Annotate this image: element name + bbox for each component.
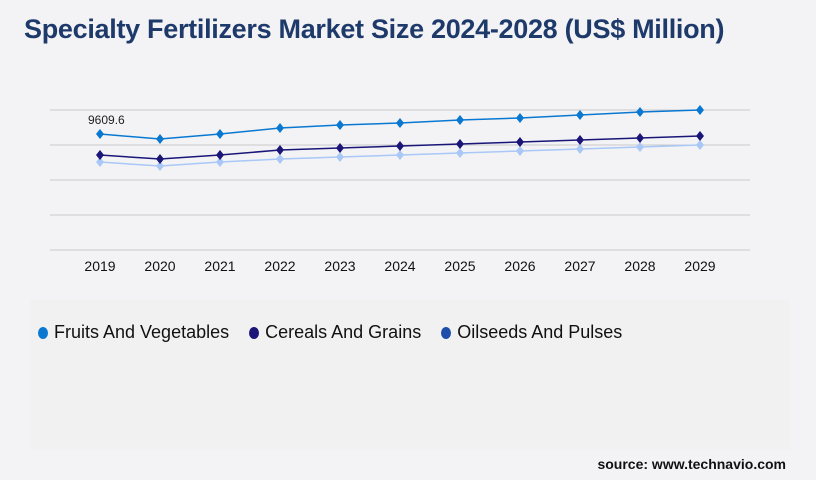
data-point [456, 115, 464, 126]
data-point [516, 146, 524, 157]
data-point [156, 154, 164, 165]
data-point [216, 129, 224, 140]
legend-marker-icon [38, 326, 48, 339]
x-tick-label: 2028 [624, 258, 655, 274]
data-point [336, 120, 344, 131]
data-point [96, 129, 104, 140]
data-point [456, 148, 464, 159]
data-point [396, 141, 404, 152]
data-point [276, 145, 284, 156]
data-point [636, 142, 644, 153]
source-note: source: www.technavio.com [597, 456, 786, 472]
data-label: 9609.6 [88, 113, 125, 127]
data-point [516, 113, 524, 124]
x-tick-label: 2023 [324, 258, 355, 274]
x-tick-label: 2024 [384, 258, 415, 274]
x-tick-label: 2026 [504, 258, 535, 274]
data-point [396, 118, 404, 129]
data-point [156, 161, 164, 172]
x-tick-label: 2022 [264, 258, 295, 274]
data-point [276, 154, 284, 165]
x-tick-label: 2021 [204, 258, 235, 274]
chart-title: Specialty Fertilizers Market Size 2024-2… [24, 14, 725, 44]
x-tick-label: 2020 [144, 258, 175, 274]
line-chart: 2019 2020 2021 2022 2023 2024 2025 2026 2027 2028… [50, 105, 750, 274]
data-point [336, 152, 344, 163]
legend-item-cereals[interactable]: Cereals And Grains [249, 322, 421, 343]
data-point [336, 143, 344, 154]
data-point [156, 134, 164, 145]
data-point [636, 133, 644, 144]
legend-marker-icon [249, 326, 260, 339]
data-point [96, 150, 104, 161]
legend-panel [30, 300, 790, 450]
data-point [216, 157, 224, 168]
data-point [576, 144, 584, 155]
data-point [396, 150, 404, 161]
data-point [276, 123, 284, 134]
x-tick-label: 2019 [84, 258, 115, 274]
legend-marker-icon [441, 326, 452, 339]
data-point [696, 140, 704, 151]
legend: Fruits And Vegetables Cereals And Grains… [38, 322, 622, 343]
data-point [576, 110, 584, 121]
legend-label: Oilseeds And Pulses [457, 322, 623, 342]
legend-item-oilseeds[interactable]: Oilseeds And Pulses [441, 322, 622, 343]
data-point [216, 150, 224, 161]
data-point [636, 107, 644, 118]
data-point [516, 137, 524, 148]
data-point [96, 157, 104, 168]
data-point [576, 135, 584, 146]
data-point [696, 105, 704, 116]
data-point [456, 139, 464, 150]
x-tick-label: 2025 [444, 258, 475, 274]
data-point [696, 131, 704, 142]
x-tick-label: 2027 [564, 258, 595, 274]
x-tick-label: 2029 [684, 258, 715, 274]
legend-label: Fruits And Vegetables [54, 322, 230, 342]
legend-item-fruits[interactable]: Fruits And Vegetables [38, 322, 229, 343]
legend-label: Cereals And Grains [265, 322, 422, 342]
